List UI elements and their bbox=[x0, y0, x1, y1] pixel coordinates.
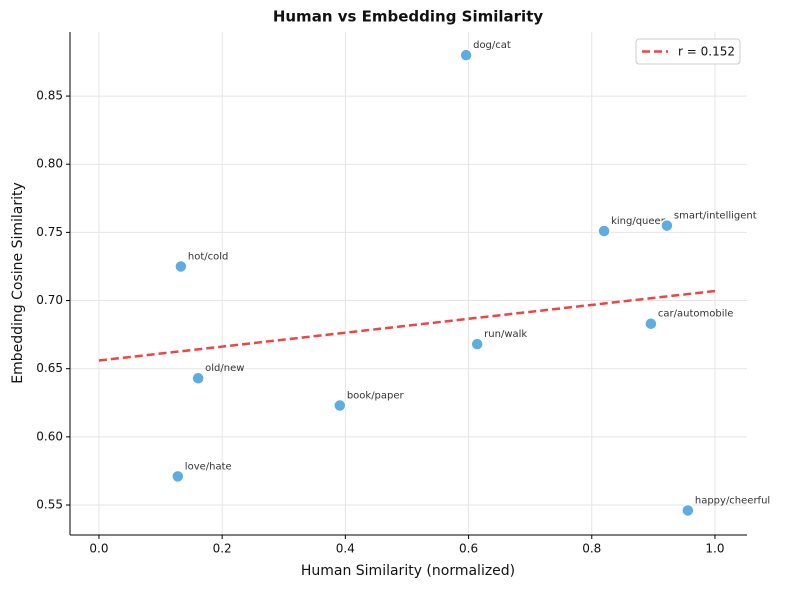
point bbox=[174, 259, 188, 274]
y-tick-label: 0.85 bbox=[36, 89, 63, 103]
point-label: love/hate bbox=[185, 461, 232, 472]
x-tick-label: 0.0 bbox=[89, 542, 108, 556]
point-label: king/queen bbox=[611, 216, 667, 227]
x-tick-label: 0.2 bbox=[213, 542, 232, 556]
y-tick-label: 0.60 bbox=[36, 429, 63, 443]
point-label: book/paper bbox=[347, 391, 405, 402]
point-label: smart/intelligent bbox=[674, 211, 757, 222]
point-label: car/automobile bbox=[658, 309, 734, 320]
x-tick-label: 0.8 bbox=[582, 542, 601, 556]
x-tick-label: 1.0 bbox=[705, 542, 724, 556]
y-tick-label: 0.55 bbox=[36, 498, 63, 512]
x-tick-label: 0.6 bbox=[459, 542, 478, 556]
point bbox=[660, 218, 674, 233]
point-label: dog/cat bbox=[473, 40, 511, 51]
legend-box bbox=[635, 38, 741, 65]
point-label: old/new bbox=[205, 363, 244, 374]
y-tick-label: 0.75 bbox=[36, 225, 63, 239]
y-tick-label: 0.70 bbox=[36, 293, 63, 307]
chart-title: Human vs Embedding Similarity bbox=[273, 8, 544, 26]
y-tick-label: 0.80 bbox=[36, 157, 63, 171]
point-label: happy/cheerful bbox=[695, 495, 770, 506]
point bbox=[597, 224, 611, 238]
trend-line bbox=[98, 289, 716, 362]
y-tick-label: 0.65 bbox=[36, 361, 63, 375]
x-axis-label: Human Similarity (normalized) bbox=[301, 563, 515, 579]
legend-label: r = 0.152 bbox=[678, 45, 735, 59]
point bbox=[470, 337, 484, 351]
point bbox=[681, 503, 695, 518]
point bbox=[644, 316, 658, 331]
point bbox=[459, 48, 473, 62]
x-tick-label: 0.4 bbox=[336, 542, 355, 556]
point bbox=[191, 371, 205, 385]
point-label: run/walk bbox=[484, 329, 527, 340]
point bbox=[171, 469, 185, 484]
y-axis-label: Embedding Cosine Similarity bbox=[10, 182, 26, 384]
point-label: hot/cold bbox=[188, 251, 229, 262]
point bbox=[333, 398, 347, 413]
